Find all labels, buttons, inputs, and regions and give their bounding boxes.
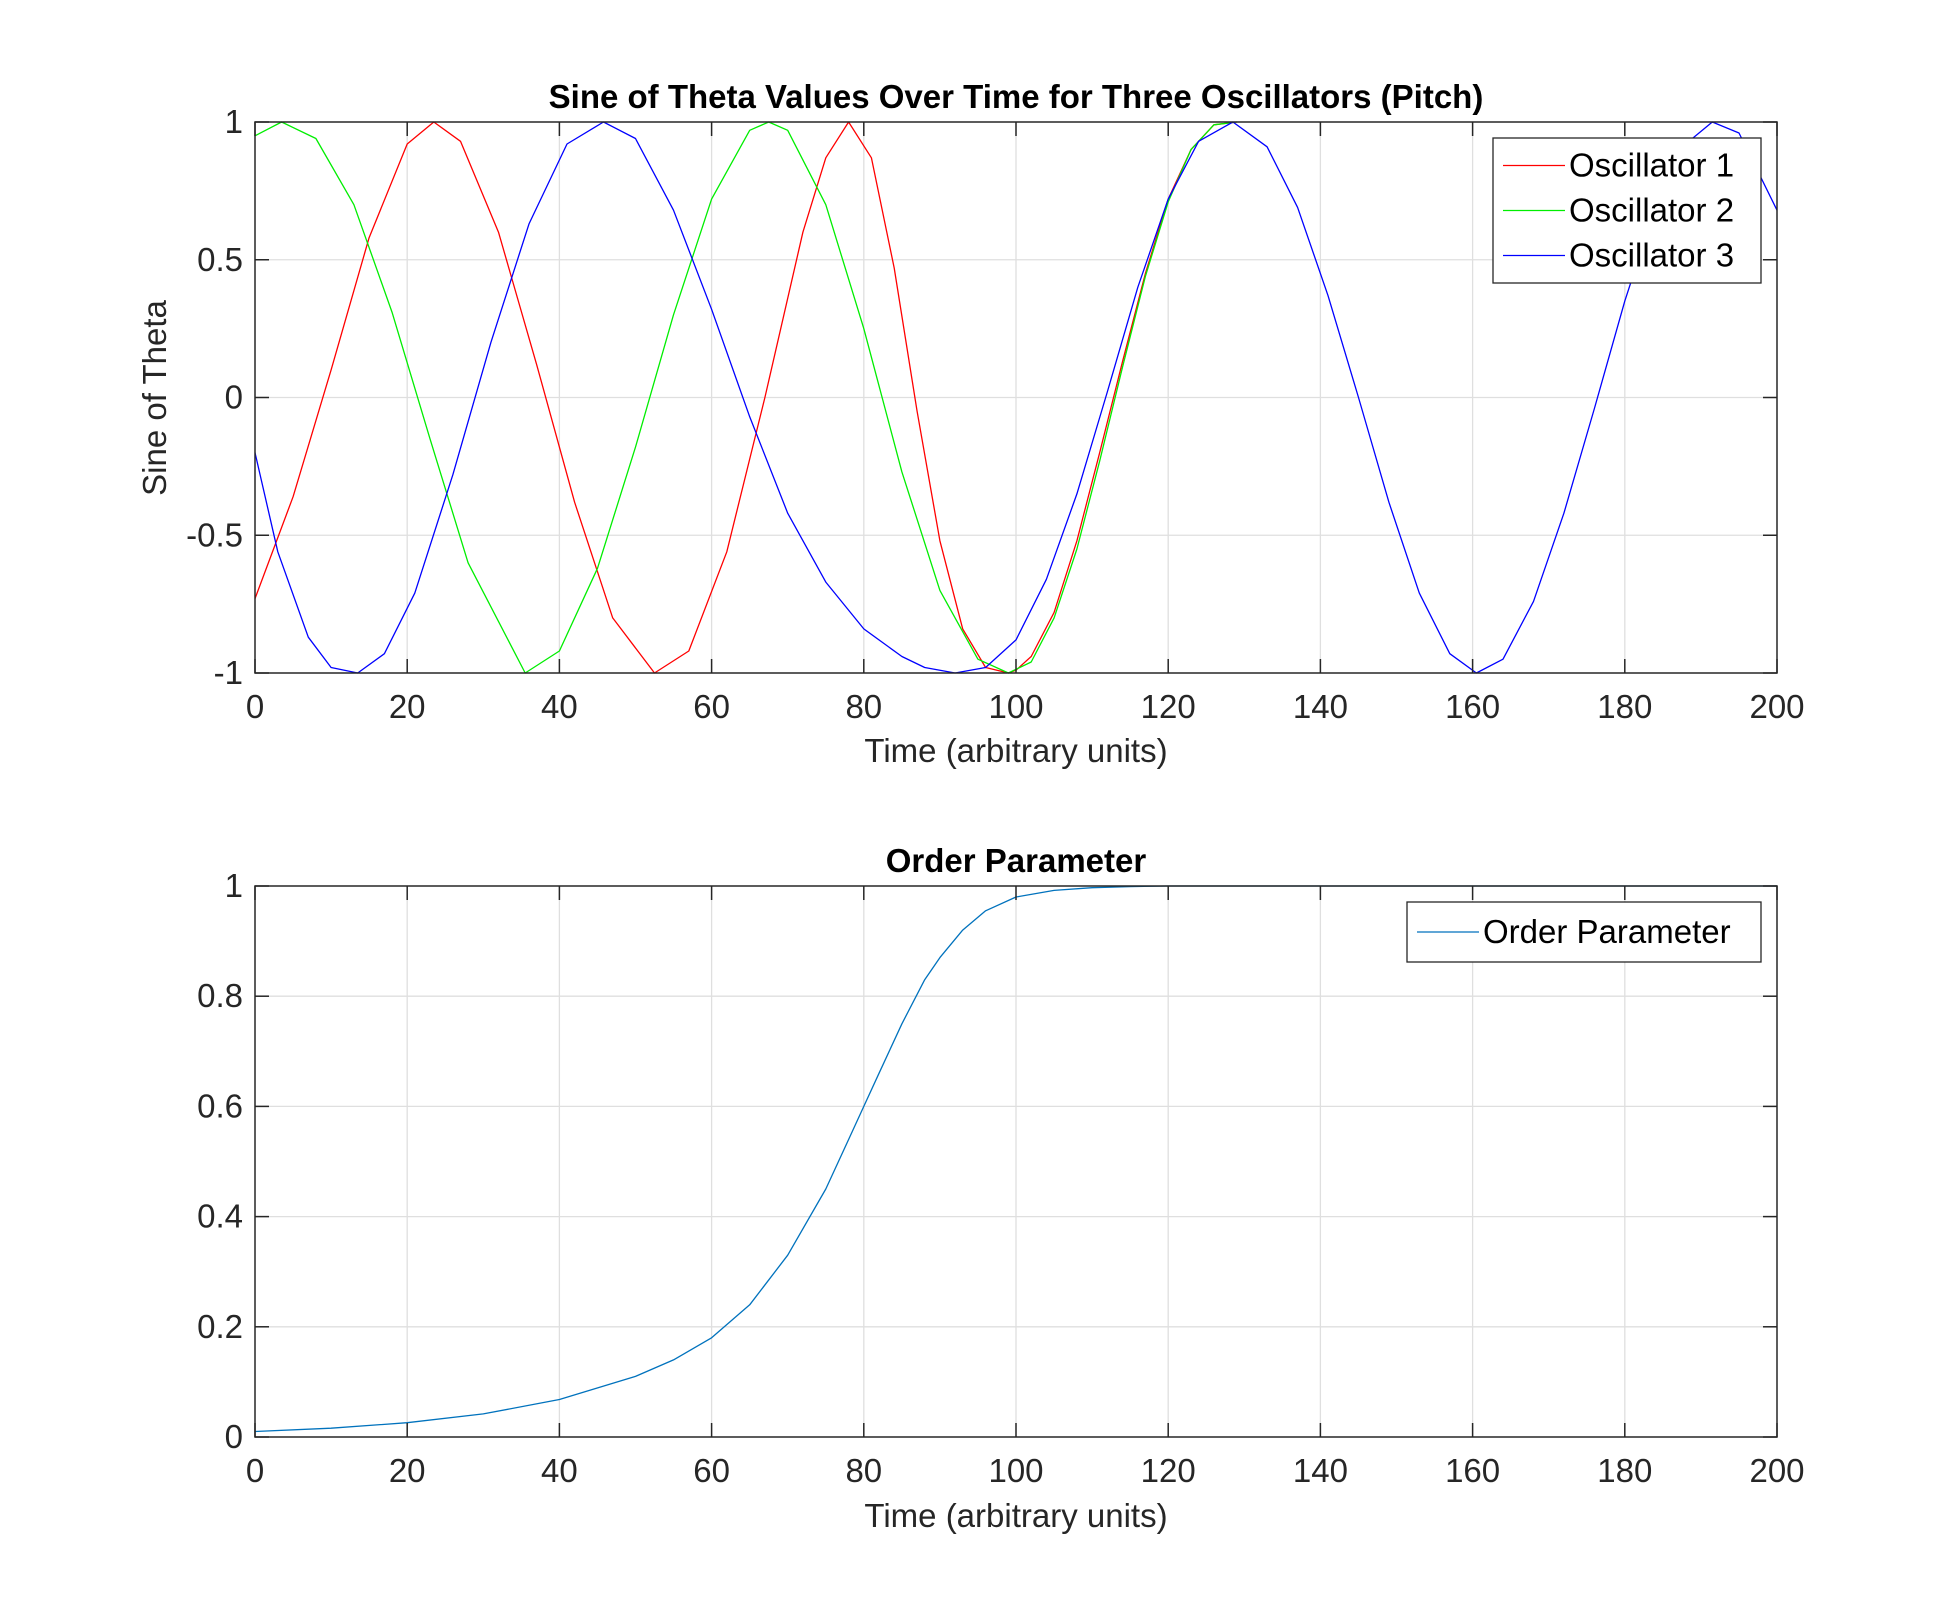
legend-entry-label: Oscillator 3 xyxy=(1569,237,1734,274)
x-tick-label: 40 xyxy=(541,1452,578,1489)
top-x-axis-label: Time (arbitrary units) xyxy=(864,732,1167,769)
grid-lines xyxy=(255,886,1777,1437)
x-tick-label: 0 xyxy=(246,1452,264,1489)
legend: Order Parameter xyxy=(1406,901,1762,963)
legend-entry-label: Oscillator 1 xyxy=(1569,147,1734,184)
top-axes: Sine of Theta Values Over Time for Three… xyxy=(136,78,1805,769)
x-tick-label: 80 xyxy=(845,1452,882,1489)
x-tick-label: 120 xyxy=(1141,1452,1196,1489)
y-tick-label: 1 xyxy=(225,867,243,904)
x-tick-label: 80 xyxy=(845,688,882,725)
top-chart-title: Sine of Theta Values Over Time for Three… xyxy=(549,78,1484,115)
x-tick-label: 20 xyxy=(389,688,426,725)
y-tick-label: -1 xyxy=(214,654,243,691)
x-tick-label: 200 xyxy=(1749,1452,1804,1489)
x-tick-label: 140 xyxy=(1293,1452,1348,1489)
x-tick-label: 20 xyxy=(389,1452,426,1489)
legend: Oscillator 1 Oscillator 2 Oscillator 3 xyxy=(1492,137,1762,284)
x-tick-label: 140 xyxy=(1293,688,1348,725)
bottom-x-axis-label: Time (arbitrary units) xyxy=(864,1497,1167,1534)
y-tick-label: -0.5 xyxy=(186,516,243,553)
x-tick-label: 0 xyxy=(246,688,264,725)
bottom-chart-title: Order Parameter xyxy=(886,842,1147,879)
y-tick-label: 0.4 xyxy=(197,1198,243,1235)
y-tick-label: 1 xyxy=(225,103,243,140)
x-tick-label: 120 xyxy=(1141,688,1196,725)
x-tick-label: 100 xyxy=(988,688,1043,725)
legend-entry-label: Order Parameter xyxy=(1483,913,1731,950)
x-tick-label: 200 xyxy=(1749,688,1804,725)
y-tick-label: 0 xyxy=(225,379,243,416)
series-line-3 xyxy=(254,121,1778,674)
x-tick-label: 180 xyxy=(1597,1452,1652,1489)
y-tick-label: 0.5 xyxy=(197,241,243,278)
y-tick-label: 0.6 xyxy=(197,1087,243,1124)
series-line-1 xyxy=(254,121,1237,674)
top-y-axis-label: Sine of Theta xyxy=(136,300,173,496)
y-tick-label: 0 xyxy=(225,1418,243,1455)
x-tick-label: 160 xyxy=(1445,688,1500,725)
x-tick-label: 60 xyxy=(693,688,730,725)
legend-entry-label: Oscillator 2 xyxy=(1569,192,1734,229)
series-line-2 xyxy=(254,121,1237,674)
y-tick-label: 0.8 xyxy=(197,977,243,1014)
x-tick-label: 160 xyxy=(1445,1452,1500,1489)
x-tick-label: 100 xyxy=(988,1452,1043,1489)
x-tick-label: 180 xyxy=(1597,688,1652,725)
y-tick-label: 0.2 xyxy=(197,1308,243,1345)
x-tick-label: 40 xyxy=(541,688,578,725)
x-tick-label: 60 xyxy=(693,1452,730,1489)
bottom-axes: Order Parameter Time (arbitrary units) 0… xyxy=(197,842,1804,1534)
